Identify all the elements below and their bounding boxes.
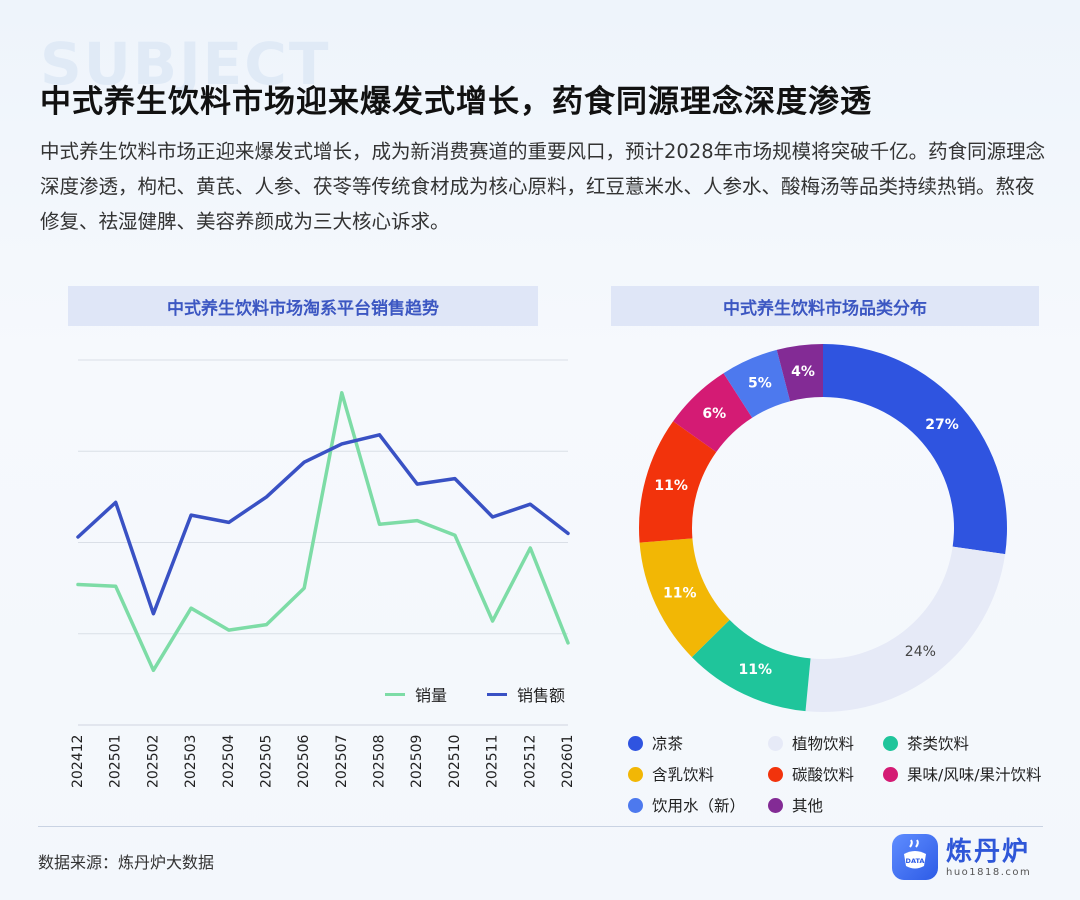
slice-label: 6% xyxy=(702,406,726,422)
x-tick-label: 202507 xyxy=(334,735,350,788)
donut-slice xyxy=(723,349,791,418)
x-tick-label: 202512 xyxy=(522,735,538,788)
legend-item: 茶类饮料 xyxy=(883,732,1068,754)
data-source: 数据来源：炼丹炉大数据 xyxy=(38,853,215,872)
donut-slice xyxy=(776,344,823,402)
brand-logo: DATA 炼丹炉 huo1818.com xyxy=(892,834,1031,880)
legend-item: 凉茶 xyxy=(628,732,768,754)
slice-label: 4% xyxy=(791,364,815,380)
x-tick-label: 202506 xyxy=(296,734,312,788)
legend-item-volume: 销量 xyxy=(385,682,447,706)
slice-label: 11% xyxy=(739,662,773,678)
legend-dot xyxy=(883,735,898,751)
legend-label: 果味/风味/果汁饮料 xyxy=(907,766,1042,784)
slice-label: 5% xyxy=(748,376,772,392)
legend-item: 碳酸饮料 xyxy=(768,763,883,785)
line-chart-title: 中式养生饮料市场淘系平台销售趋势 xyxy=(68,286,538,326)
x-tick-label: 202412 xyxy=(70,735,86,788)
slice-label: 11% xyxy=(654,478,688,494)
background-watermark-word: SUBJECT xyxy=(40,30,331,98)
x-tick-label: 202504 xyxy=(221,734,237,788)
legend-label: 凉茶 xyxy=(652,735,684,753)
logo-url: huo1818.com xyxy=(946,866,1032,878)
donut-slice xyxy=(639,538,730,658)
x-tick-label: 202505 xyxy=(258,735,274,788)
legend-item: 含乳饮料 xyxy=(628,763,768,785)
legend-dot xyxy=(883,766,898,782)
legend-dot xyxy=(628,735,643,751)
series-line-volume xyxy=(76,391,570,673)
footer-divider xyxy=(38,826,1043,827)
legend-label: 茶类饮料 xyxy=(907,735,970,753)
x-tick-label: 202502 xyxy=(145,735,161,788)
x-tick-label: 202503 xyxy=(183,735,199,788)
intro-paragraph: 中式养生饮料市场正迎来爆发式增长，成为新消费赛道的重要风口，预计2028年市场规… xyxy=(40,140,1046,233)
x-tick-label: 202511 xyxy=(485,735,501,788)
donut-slice xyxy=(639,421,717,543)
slice-label: 27% xyxy=(925,417,959,433)
legend-item: 其他 xyxy=(768,794,883,816)
legend-item-revenue: 销售额 xyxy=(487,682,565,706)
x-tick-label: 202501 xyxy=(108,735,124,788)
legend-label: 碳酸饮料 xyxy=(792,766,855,784)
legend-dot xyxy=(768,797,783,813)
legend-label: 植物饮料 xyxy=(792,735,855,753)
legend-label-volume: 销量 xyxy=(415,686,448,705)
series-line-revenue xyxy=(76,433,570,616)
legend-dot xyxy=(628,766,643,782)
slice-label: 11% xyxy=(663,585,697,601)
donut-chart-title: 中式养生饮料市场品类分布 xyxy=(611,286,1039,326)
legend-label-revenue: 销售额 xyxy=(517,686,566,705)
line-chart-legend: 销量 销售额 xyxy=(385,682,565,706)
logo-badge-text: DATA xyxy=(906,857,925,865)
donut-slice xyxy=(805,546,1006,712)
legend-dot xyxy=(768,766,783,782)
donut-slice xyxy=(691,619,811,712)
x-tick-label: 202508 xyxy=(372,735,388,788)
legend-item: 植物饮料 xyxy=(768,732,883,754)
donut-slice xyxy=(673,373,753,453)
x-tick-label: 202510 xyxy=(447,735,463,788)
logo-cauldron-icon: DATA xyxy=(892,834,938,880)
legend-label: 其他 xyxy=(792,797,824,815)
x-tick-label: 202509 xyxy=(409,735,425,788)
legend-label: 饮用水（新） xyxy=(652,797,746,815)
page-title: 中式养生饮料市场迎来爆发式增长，药食同源理念深度渗透 xyxy=(40,84,872,120)
legend-swatch-revenue xyxy=(487,692,508,696)
legend-item: 饮用水（新） xyxy=(628,794,768,816)
legend-dot xyxy=(768,735,783,751)
donut-slice xyxy=(823,344,1007,555)
donut-chart-legend: 凉茶 植物饮料 茶类饮料含乳饮料 碳酸饮料 果味/风味/果汁饮料饮用水（新） 其他 xyxy=(628,732,1068,816)
legend-label: 含乳饮料 xyxy=(652,766,715,784)
slice-label: 24% xyxy=(905,644,936,660)
x-tick-label: 202601 xyxy=(560,735,576,788)
legend-item: 果味/风味/果汁饮料 xyxy=(883,763,1068,785)
legend-dot xyxy=(628,797,643,813)
logo-name: 炼丹炉 xyxy=(946,836,1031,867)
legend-swatch-volume xyxy=(385,692,405,696)
